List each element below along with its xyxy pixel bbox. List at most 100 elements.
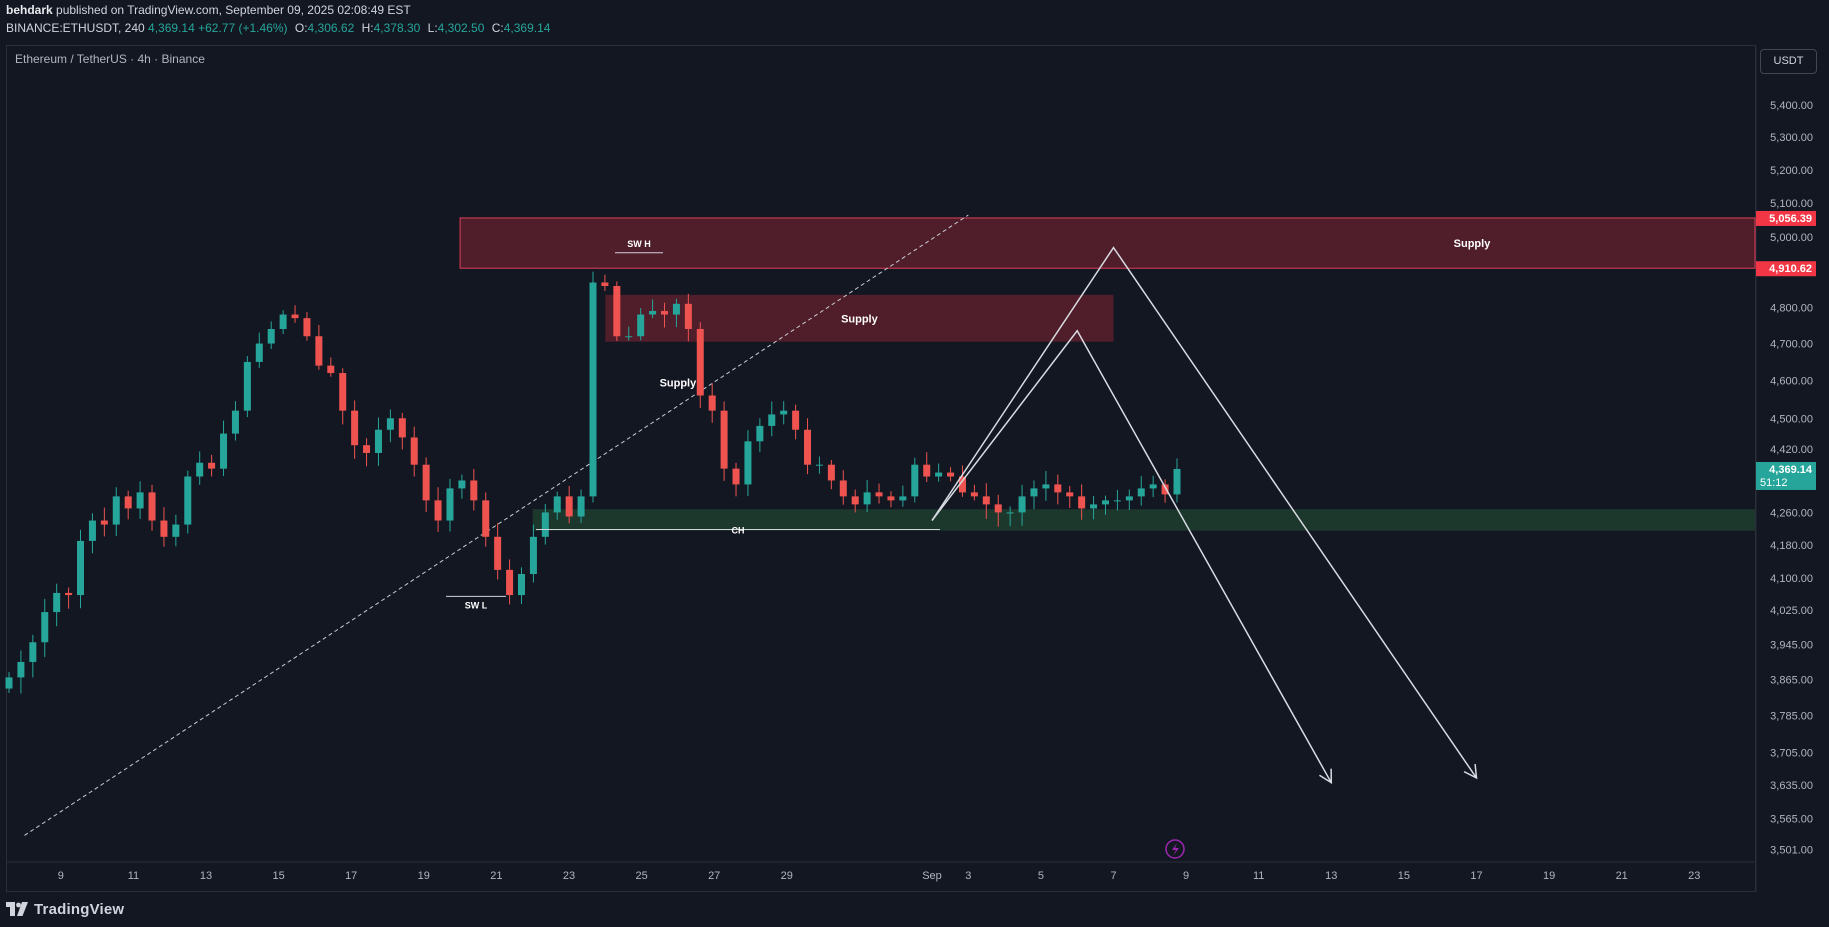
- high-label: H:: [361, 21, 374, 35]
- x-tick-label: 11: [1253, 870, 1264, 882]
- candle-body: [351, 410, 359, 446]
- supply-zone: [459, 217, 1756, 269]
- candle-body: [88, 520, 96, 541]
- demand-zone: [532, 509, 1756, 531]
- y-tick-label: 4,025.00: [1770, 605, 1813, 617]
- candle-body: [827, 464, 835, 481]
- candle-body: [482, 500, 490, 537]
- candle-body: [768, 414, 776, 426]
- candle-body: [65, 592, 73, 596]
- candle-body: [649, 310, 657, 315]
- x-tick-label: 23: [1688, 870, 1700, 882]
- candle-body: [1125, 496, 1133, 501]
- zone-bottom-price-badge-text: 4,910.62: [1769, 263, 1812, 275]
- x-tick-label: 23: [563, 870, 575, 882]
- candle-body: [267, 328, 275, 344]
- x-tick-label: 13: [1325, 870, 1337, 882]
- candle-body: [243, 361, 251, 411]
- candle-body: [303, 318, 311, 337]
- candle-body: [208, 462, 216, 469]
- projection-arrowhead: [1463, 763, 1478, 780]
- candle-body: [5, 677, 13, 689]
- y-tick-label: 4,260.00: [1770, 507, 1813, 519]
- candles: [5, 271, 1181, 694]
- y-tick-label: 3,501.00: [1770, 845, 1813, 857]
- candle-body: [446, 488, 454, 521]
- candle-body: [363, 445, 371, 453]
- candle-body: [875, 492, 883, 497]
- candle-body: [553, 496, 561, 513]
- footer-brand: TradingView: [34, 900, 125, 918]
- candle-body: [565, 496, 573, 517]
- last-price: 4,369.14: [148, 21, 195, 35]
- dashed-trendline: [24, 214, 969, 836]
- close-value: 4,369.14: [503, 21, 551, 35]
- annotation-label: CH: [732, 525, 745, 535]
- published-text: published on TradingView.com, September …: [56, 3, 411, 17]
- candle-body: [1078, 496, 1086, 509]
- y-tick-label: 3,945.00: [1770, 639, 1813, 651]
- candle-body: [172, 524, 180, 537]
- candle-body: [124, 496, 132, 509]
- currency-button[interactable]: USDT: [1760, 49, 1817, 74]
- x-tick-label: 15: [272, 870, 284, 882]
- high-value: 4,378.30: [373, 21, 421, 35]
- candle-body: [732, 468, 740, 485]
- candle-body: [1006, 512, 1014, 514]
- candle-body: [541, 512, 549, 537]
- x-tick-label: 13: [200, 870, 212, 882]
- candle-body: [517, 574, 525, 596]
- footer-logo[interactable]: TradingView: [6, 898, 124, 920]
- x-tick-label: 17: [345, 870, 357, 882]
- y-tick-label: 5,100.00: [1770, 198, 1813, 210]
- candle-body: [839, 480, 847, 497]
- candle-body: [327, 365, 335, 374]
- candle-body: [220, 433, 228, 469]
- candle-body: [994, 504, 1002, 513]
- y-tick-label: 3,635.00: [1770, 780, 1813, 792]
- candle-body: [720, 410, 728, 469]
- candle-body: [1173, 468, 1181, 495]
- candle-body: [231, 410, 239, 434]
- y-tick-label: 5,000.00: [1770, 232, 1813, 244]
- zone-label: Supply: [841, 313, 879, 325]
- candle-body: [422, 464, 430, 501]
- candle-body: [1137, 488, 1145, 497]
- candle-body: [77, 540, 85, 596]
- x-tick-label: 19: [418, 870, 430, 882]
- candle-body: [148, 492, 156, 521]
- candle-body: [1113, 500, 1121, 502]
- annotation-label: SW H: [627, 239, 651, 249]
- open-value: 4,306.62: [307, 21, 355, 35]
- candle-body: [1101, 500, 1109, 505]
- candle-body: [672, 303, 680, 315]
- y-tick-label: 4,100.00: [1770, 573, 1813, 585]
- candle-body: [112, 496, 120, 525]
- tradingview-logo-icon: [6, 902, 28, 916]
- candle-body: [1161, 484, 1169, 495]
- current-price-badge-text: 4,369.14: [1769, 464, 1813, 476]
- candle-body: [935, 472, 943, 477]
- candle-body: [1054, 484, 1062, 493]
- candle-body: [923, 464, 931, 477]
- candle-body: [577, 496, 585, 517]
- lightning-icon-glyph: [1172, 843, 1179, 856]
- open-label: O:: [294, 21, 308, 35]
- candle-body: [458, 480, 466, 489]
- candle-body: [637, 314, 645, 337]
- x-tick-label: 9: [58, 870, 64, 882]
- symbol-label: BINANCE:ETHUSDT, 240: [6, 21, 145, 35]
- x-tick-label: 21: [490, 870, 502, 882]
- x-tick-label: 27: [708, 870, 720, 882]
- symbol-ohlc-line: BINANCE:ETHUSDT, 240 4,369.14 +62.77 (+1…: [6, 21, 550, 35]
- x-tick-label: 15: [1398, 870, 1410, 882]
- x-tick-label: 9: [1183, 870, 1189, 882]
- candle-body: [470, 480, 478, 501]
- x-tick-label: 29: [781, 870, 793, 882]
- y-tick-label: 5,200.00: [1770, 165, 1813, 177]
- x-tick-label: 11: [128, 870, 139, 882]
- author-name[interactable]: behdark: [6, 3, 53, 17]
- candle-body: [17, 661, 25, 678]
- lightning-icon: [1165, 839, 1185, 859]
